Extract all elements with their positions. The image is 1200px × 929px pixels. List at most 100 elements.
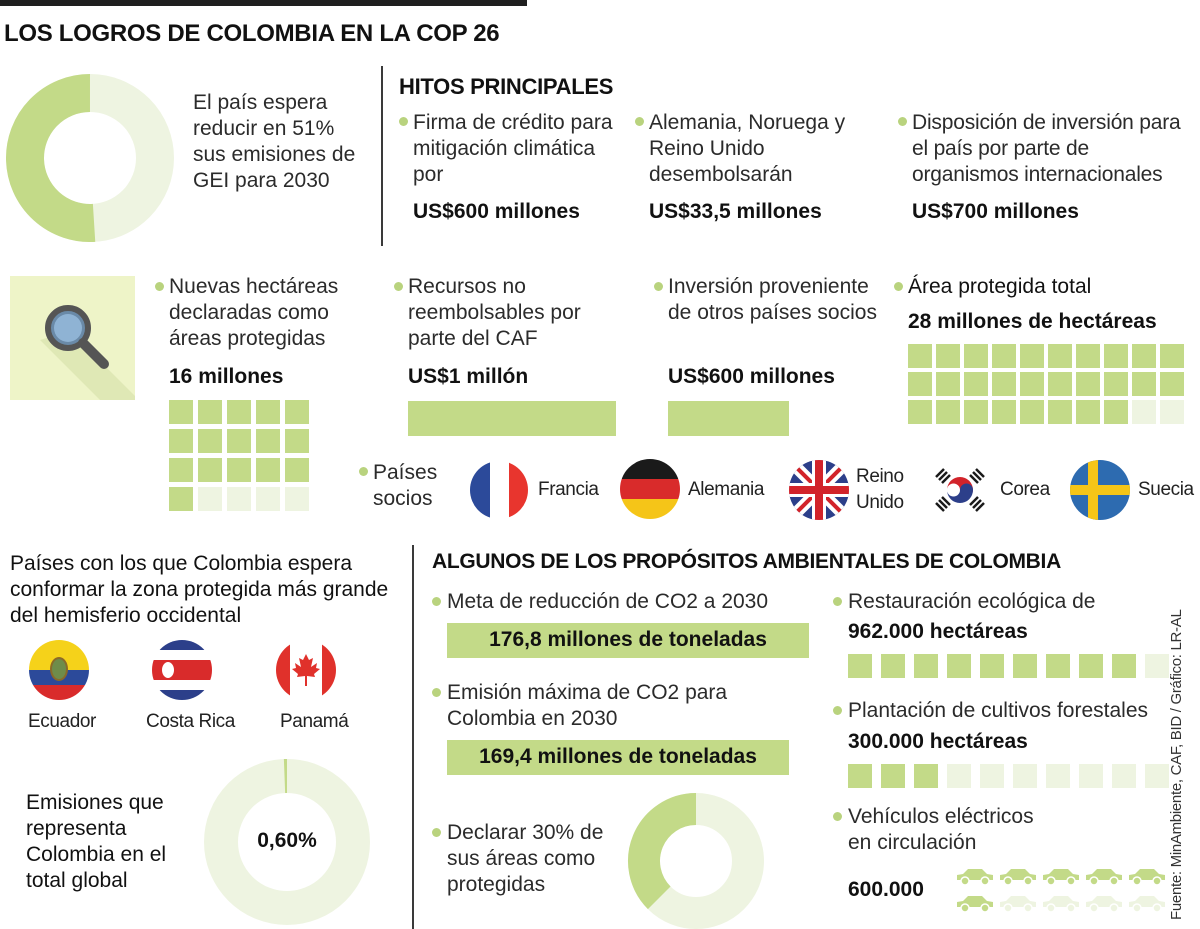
bullet [359,467,368,476]
hito-1-text: Firma de crédito para mitigación climáti… [413,111,613,186]
magnifier-icon [40,305,135,400]
hitos-heading: HITOS PRINCIPALES [399,74,614,99]
grid-cell [1048,344,1072,368]
hito-2-text: Alemania, Noruega y Reino Unido desembol… [649,111,846,186]
ecuador-flag-icon [29,640,89,700]
stat-1-text: Nuevas hectáreas declaradas como áreas p… [169,275,339,350]
korea-flag-icon [930,460,990,520]
bullet [155,282,164,291]
plantation-text: Plantación de cultivos forestales [848,699,1148,722]
stat-1-value: 16 millones [169,365,284,388]
canada-flag-icon [276,640,336,700]
grid-cell [285,400,309,424]
purposes-heading: ALGUNOS DE LOS PROPÓSITOS AMBIENTALES DE… [432,550,1061,573]
grid-cell [908,344,932,368]
car-icon [1129,896,1165,913]
grid-cell [964,400,988,424]
zone-country: Costa Rica [146,711,235,732]
grid-cell [1076,372,1100,396]
hito-3-value: US$700 millones [912,200,1079,223]
grid-cell [169,429,193,453]
grid-cell [914,764,938,788]
car-icon [1043,869,1079,886]
source-credit: Fuente: MinAmbiente, CAF, BID / Gráfico:… [1168,609,1185,921]
divider-top [381,66,383,246]
grid-cell [285,458,309,482]
grid-cell [964,344,988,368]
grid-cell [227,400,251,424]
grid-cell [198,429,222,453]
grid-cell [992,344,1016,368]
grid-cell [169,400,193,424]
restoration-value: 962.000 hectáreas [848,620,1028,643]
grid-cell [848,654,872,678]
grid-cell [980,764,1004,788]
grid-cell [908,400,932,424]
partner-name: Reino Unido [856,466,904,513]
grid-cell [1048,400,1072,424]
car-icon [1086,869,1122,886]
car-icon [1086,896,1122,913]
hito-2-value: US$33,5 millones [649,200,822,223]
plantation-value: 300.000 hectáreas [848,730,1028,753]
stat-4-value: 28 millones de hectáreas [908,310,1157,333]
grid-cell [947,654,971,678]
grid-cell [285,487,309,511]
grid-cell [1104,400,1128,424]
reduction-bar [447,623,809,658]
grid-cell [1079,654,1103,678]
stat-3-bar [668,401,789,436]
bullet [432,597,441,606]
grid-cell [198,400,222,424]
grid-cell [227,487,251,511]
plantation-grid [848,764,1169,788]
bullet [635,117,644,126]
grid-cell [1132,400,1156,424]
grid-cell [1112,764,1136,788]
bullet [394,282,403,291]
bullet [432,828,441,837]
stat-2-bar [408,401,616,436]
partner-name: Alemania [688,479,765,500]
bullet [894,282,903,291]
costa-rica-flag-icon [152,640,212,700]
bullet [898,117,907,126]
grid-cell [1046,654,1070,678]
grid-cell [1145,654,1169,678]
partners-label: Países socios [373,461,438,510]
max-emission-text: Emisión máxima de CO2 para Colombia en 2… [447,681,728,730]
bullet [833,706,842,715]
top-rule [0,0,527,6]
intro-text: El país espera reducir en 51% sus emisio… [193,91,356,192]
grid-cell [1132,372,1156,396]
partner-name: Suecia [1138,479,1194,500]
grid-cell [964,372,988,396]
grid-cell [936,400,960,424]
car-icon [957,896,993,913]
grid-cell [256,400,280,424]
vehicles-text: Vehículos eléctricos en circulación [848,805,1034,854]
intro-donut [6,74,174,242]
hito-3-text: Disposición de inversión para el país po… [912,111,1181,186]
max-emission-value: 169,4 millones de toneladas [479,745,757,768]
grid-cell [947,764,971,788]
car-icon [1000,896,1036,913]
grid-cell [227,429,251,453]
uk-flag-icon [789,460,849,520]
grid-cell [169,487,193,511]
stat-4-text: Área protegida total [908,275,1092,298]
grid-cell [1160,344,1184,368]
grid-cell [936,372,960,396]
max-emission-bar [447,740,789,775]
grid-cell [1104,372,1128,396]
zone-country: Panamá [280,711,349,732]
grid-cell [848,764,872,788]
grid-cell [256,429,280,453]
stat-1-grid [169,400,309,511]
car-icon [957,869,993,886]
grid-cell [1020,400,1044,424]
grid-cell [1013,764,1037,788]
grid-cell [914,654,938,678]
car-icon [1043,896,1079,913]
grid-cell [881,654,905,678]
